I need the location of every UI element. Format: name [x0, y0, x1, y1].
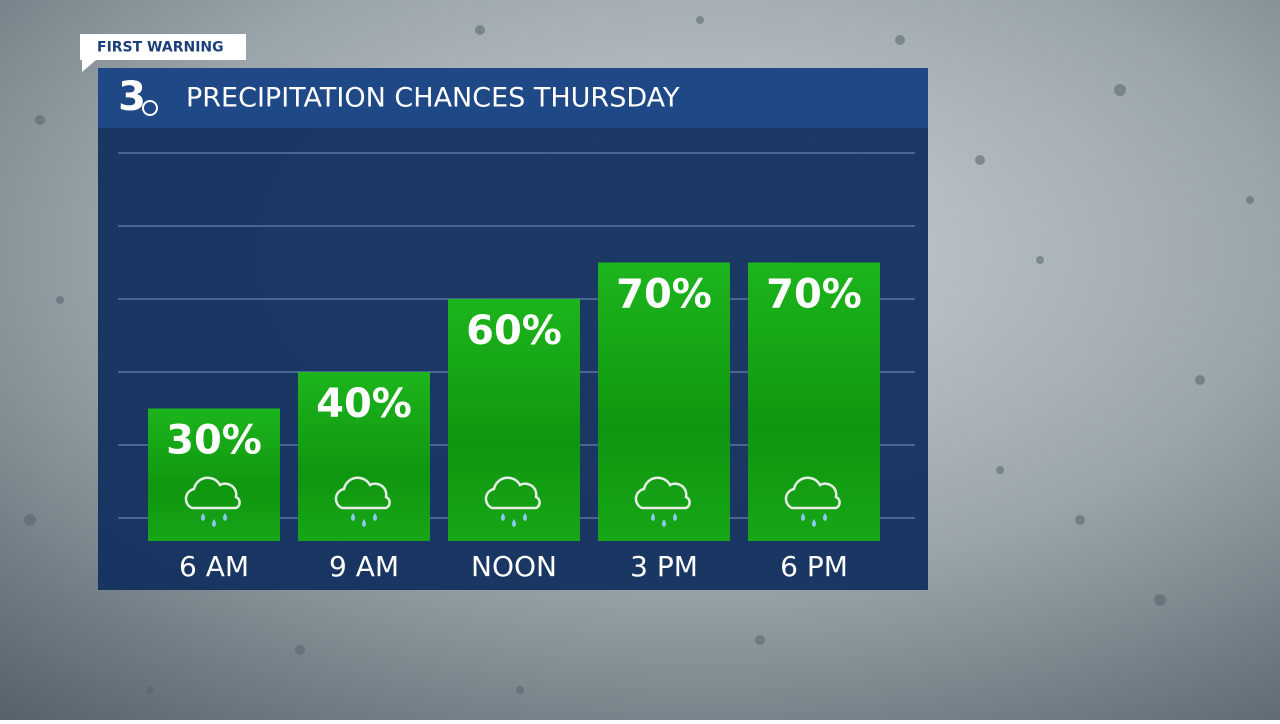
rain-icon [184, 476, 241, 527]
raindrop [501, 513, 505, 521]
x-tick-label: 6 PM [780, 550, 848, 583]
logo: 3 [118, 74, 146, 120]
raindrop [812, 519, 816, 527]
raindrops [24, 16, 1254, 694]
x-tick-label: NOON [471, 550, 557, 583]
tag-box [80, 34, 246, 60]
bar [148, 408, 280, 541]
cloud [184, 476, 241, 510]
raindrop [223, 513, 227, 521]
raindrop [523, 513, 527, 521]
raindrop [512, 519, 516, 527]
value-label: 30% [166, 418, 262, 464]
value-label: 70% [616, 272, 712, 318]
raindrop [373, 513, 377, 521]
bar [598, 262, 730, 541]
cloud [634, 476, 691, 510]
cloud [784, 476, 841, 510]
rain-icon [334, 476, 391, 527]
cloud [484, 476, 541, 510]
raindrop [651, 513, 655, 521]
raindrop [673, 513, 677, 521]
value-label: 60% [466, 308, 562, 354]
tag-text: FIRST WARNING [97, 40, 224, 56]
rain-icon [634, 476, 691, 527]
rain-icon [784, 476, 841, 527]
raindrop [212, 519, 216, 527]
bar [448, 299, 580, 541]
x-tick-label: 9 AM [329, 550, 399, 583]
header-band [98, 68, 928, 128]
value-label: 40% [316, 381, 412, 427]
raindrop [362, 519, 366, 527]
x-tick-label: 3 PM [630, 550, 698, 583]
cloud [334, 476, 391, 510]
raindrop [801, 513, 805, 521]
raindrop [351, 513, 355, 521]
raindrop [823, 513, 827, 521]
rain-icon [484, 476, 541, 527]
bar [748, 262, 880, 541]
chart-title: PRECIPITATION CHANCES THURSDAY [186, 83, 680, 114]
raindrop [662, 519, 666, 527]
logo-eye [142, 100, 158, 116]
value-label: 70% [766, 272, 862, 318]
x-tick-label: 6 AM [179, 550, 249, 583]
tag-tail [82, 60, 96, 72]
raindrop [201, 513, 205, 521]
bar [298, 372, 430, 541]
